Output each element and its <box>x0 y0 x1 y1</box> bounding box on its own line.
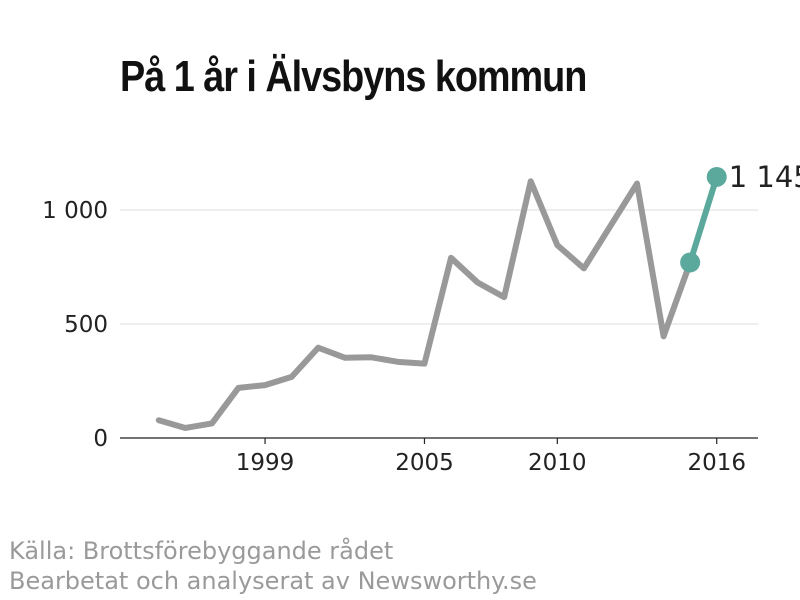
highlight-point-1 <box>680 252 701 273</box>
y-tick-label: 500 <box>64 312 108 338</box>
source-line-2: Bearbetat och analyserat av Newsworthy.s… <box>9 567 537 595</box>
history-line <box>155 178 694 431</box>
highlight-point-2 <box>706 166 727 187</box>
y-tick-label: 1 000 <box>42 198 108 224</box>
source-note: Källa: Brottsförebyggande rådet Bearbeta… <box>9 536 537 596</box>
labels: 0 500 1 000 1999 2005 2010 2016 1 145 <box>42 160 800 476</box>
end-value-label: 1 145 <box>729 160 800 194</box>
chart-title: På 1 år i Älvsbyns kommun <box>120 52 587 101</box>
x-tick-label: 1999 <box>236 450 295 476</box>
y-tick-label: 0 <box>93 426 108 452</box>
gridlines <box>120 209 758 325</box>
x-tick-label: 2005 <box>395 450 454 476</box>
highlight-line <box>687 173 720 266</box>
x-tick-label: 2010 <box>528 450 587 476</box>
x-tick-label: 2016 <box>687 450 746 476</box>
series <box>155 166 727 431</box>
source-line-1: Källa: Brottsförebyggande rådet <box>9 537 394 565</box>
axes <box>120 437 758 444</box>
